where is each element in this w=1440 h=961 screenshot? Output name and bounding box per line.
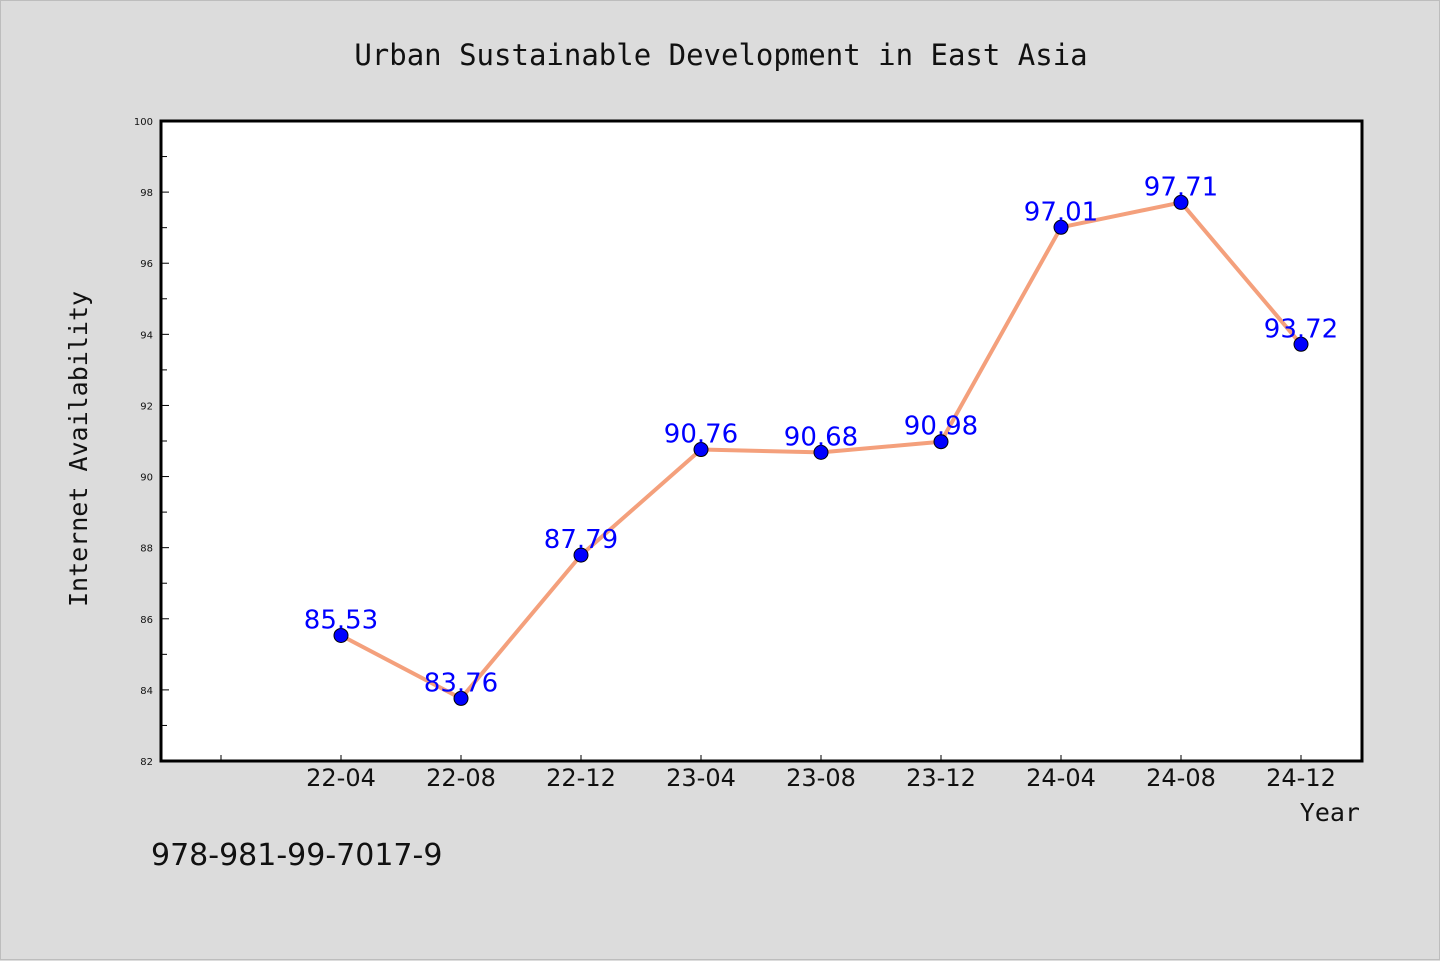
data-point [813,444,829,460]
series-layer [333,194,1309,706]
data-point [573,547,589,563]
data-label: 90.76 [664,420,738,450]
y-tick-label: 82 [140,757,153,768]
x-tick-label: 23-12 [906,764,976,792]
data-labels: 85.53 83.76 87.79 90.76 90.68 90.98 97.01 97.71… [304,172,1338,698]
data-point [693,442,709,458]
data-label: 93.72 [1264,314,1338,344]
x-tick-labels: 22-04 22-08 22-12 23-04 23-08 23-12 24-04 24-08… [306,764,1336,792]
y-tick-label: 92 [140,401,153,412]
data-label: 90.98 [904,412,978,442]
data-label: 87.79 [544,525,618,555]
y-tick-label: 98 [140,188,153,199]
data-label: 97.71 [1144,172,1218,202]
x-tick-label: 22-08 [426,764,496,792]
y-tick-label: 90 [140,473,153,484]
data-point [1173,194,1189,210]
chart-title: Urban Sustainable Development in East As… [354,38,1087,72]
x-axis-label: Year [1300,798,1360,827]
data-label: 90.68 [784,422,858,452]
y-tick-label: 94 [140,330,153,341]
data-label: 85.53 [304,605,378,635]
x-tick-label: 24-12 [1266,764,1336,792]
y-tick-label: 84 [140,686,153,697]
x-tick-label: 22-12 [546,764,616,792]
data-point [453,690,469,706]
x-tick-label: 23-04 [666,764,736,792]
y-tick-labels: 82 84 86 88 90 92 94 96 98 100 [134,117,153,768]
y-tick-label: 86 [140,615,153,626]
x-tick-label: 24-04 [1026,764,1096,792]
data-point [933,434,949,450]
plot-area [161,121,1362,761]
data-label: 83.76 [424,668,498,698]
isbn-footer: 978-981-99-7017-9 [151,838,442,873]
y-axis-label: Internet Availability [64,291,93,607]
y-tick-label: 96 [140,259,153,270]
data-point [1293,336,1309,352]
data-point [333,627,349,643]
data-label: 97.01 [1024,197,1098,227]
x-tick-label: 23-08 [786,764,856,792]
x-tick-label: 22-04 [306,764,376,792]
y-tick-label: 100 [134,117,153,128]
y-tick-label: 88 [140,544,153,555]
x-tick-label: 24-08 [1146,764,1216,792]
data-point [1053,219,1069,235]
plot-border [159,119,1364,763]
